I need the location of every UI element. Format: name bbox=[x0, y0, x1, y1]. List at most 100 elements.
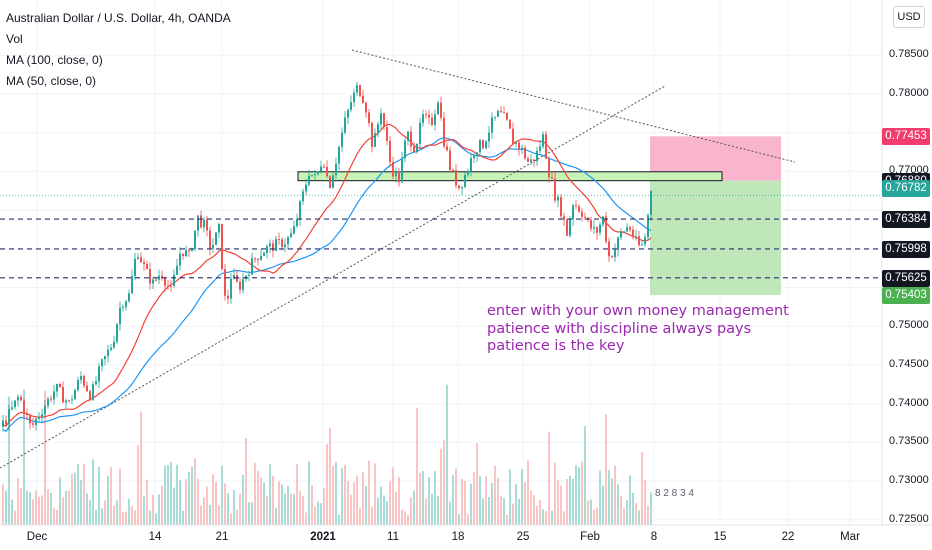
candle-body bbox=[164, 278, 166, 286]
candle-body bbox=[188, 250, 190, 252]
volume-bar bbox=[614, 465, 616, 525]
candle-body bbox=[83, 375, 85, 386]
volume-bar bbox=[542, 509, 544, 525]
candle-body bbox=[218, 224, 220, 233]
volume-bar bbox=[407, 514, 409, 525]
volume-bar bbox=[425, 498, 427, 525]
volume-bar bbox=[365, 485, 367, 525]
volume-bar bbox=[68, 490, 70, 525]
volume-bar bbox=[176, 464, 178, 525]
candle-body bbox=[647, 215, 649, 238]
candle-body bbox=[2, 420, 4, 427]
candle-body bbox=[548, 158, 550, 178]
symbol-title[interactable]: Australian Dollar / U.S. Dollar, 4h, OAN… bbox=[6, 11, 231, 25]
volume-bar bbox=[185, 479, 187, 525]
economic-events[interactable]: 8 2 8 3 4 bbox=[655, 488, 694, 499]
candle-body bbox=[383, 113, 385, 128]
volume-bar bbox=[242, 474, 244, 525]
candle-body bbox=[332, 175, 334, 188]
volume-bar bbox=[32, 499, 34, 525]
volume-bar bbox=[47, 489, 49, 525]
volume-bar bbox=[278, 481, 280, 525]
candle-body bbox=[128, 293, 130, 302]
candle-body bbox=[44, 405, 46, 415]
ma50-indicator-label[interactable]: MA (50, close, 0) bbox=[6, 74, 97, 88]
volume-bar bbox=[59, 477, 61, 525]
candle-body bbox=[143, 262, 145, 264]
candle-body bbox=[578, 206, 580, 212]
candle-body bbox=[464, 175, 466, 187]
volume-bar bbox=[647, 505, 649, 525]
candle-body bbox=[185, 250, 187, 257]
candle-body bbox=[533, 159, 535, 162]
candle-body bbox=[8, 409, 10, 425]
candle-body bbox=[485, 141, 487, 149]
volume-bar bbox=[464, 480, 466, 525]
candle-body bbox=[203, 219, 205, 228]
price-tag: 0.75625 bbox=[882, 269, 930, 287]
currency-button[interactable]: USD bbox=[893, 6, 925, 28]
y-axis-tick-label: 0.74500 bbox=[889, 357, 929, 370]
candle-body bbox=[167, 285, 169, 287]
candle-body bbox=[152, 279, 154, 284]
volume-bar bbox=[296, 464, 298, 525]
candle-body bbox=[371, 122, 373, 147]
volume-bar bbox=[308, 461, 310, 525]
volume-bar bbox=[590, 499, 592, 525]
candle-body bbox=[248, 274, 250, 276]
volume-bar bbox=[92, 459, 94, 525]
candle-body bbox=[635, 236, 637, 238]
candle-body bbox=[98, 366, 100, 382]
candle-body bbox=[323, 166, 325, 168]
volume-bar bbox=[53, 507, 55, 525]
volume-bar bbox=[251, 502, 253, 525]
volume-bar bbox=[182, 510, 184, 525]
volume-bar bbox=[437, 496, 439, 525]
volume-bar bbox=[362, 471, 364, 525]
candle-body bbox=[47, 398, 49, 406]
volume-bar bbox=[497, 477, 499, 525]
candle-body bbox=[581, 211, 583, 217]
volume-bar bbox=[95, 510, 97, 525]
candle-body bbox=[140, 257, 142, 263]
volume-bar bbox=[428, 477, 430, 525]
candle-body bbox=[269, 243, 271, 247]
candle-body bbox=[452, 169, 454, 171]
price-tag: 0.76384 bbox=[882, 211, 930, 229]
rising-trendline bbox=[0, 85, 666, 469]
volume-bar bbox=[404, 511, 406, 525]
candle-body bbox=[80, 375, 82, 380]
ma100-indicator-label[interactable]: MA (100, close, 0) bbox=[6, 53, 103, 67]
volume-bar bbox=[491, 482, 493, 525]
volume-bars bbox=[2, 384, 652, 525]
volume-bar bbox=[23, 389, 25, 525]
candle-body bbox=[134, 258, 136, 277]
volume-indicator-label[interactable]: Vol bbox=[6, 32, 23, 46]
volume-bar bbox=[584, 425, 586, 525]
volume-bar bbox=[557, 480, 559, 525]
volume-bar bbox=[410, 497, 412, 525]
candle-body bbox=[569, 219, 571, 236]
candle-body bbox=[374, 133, 376, 147]
candle-body bbox=[599, 224, 601, 233]
volume-bar bbox=[581, 461, 583, 525]
volume-bar bbox=[173, 487, 175, 525]
candle-body bbox=[395, 171, 397, 177]
volume-bar bbox=[236, 509, 238, 525]
candle-body bbox=[380, 113, 382, 125]
candle-body bbox=[419, 122, 421, 144]
candle-body bbox=[410, 131, 412, 147]
candle-body bbox=[608, 241, 610, 257]
volume-bar bbox=[302, 496, 304, 525]
candle-body bbox=[476, 152, 478, 156]
volume-bar bbox=[188, 471, 190, 525]
volume-bar bbox=[140, 411, 142, 525]
volume-bar bbox=[101, 508, 103, 525]
volume-bar bbox=[338, 514, 340, 525]
x-axis-tick-label: 15 bbox=[713, 531, 727, 543]
volume-bar bbox=[65, 490, 67, 525]
volume-bar bbox=[215, 482, 217, 525]
volume-bar bbox=[572, 478, 574, 525]
candle-body bbox=[113, 341, 115, 348]
